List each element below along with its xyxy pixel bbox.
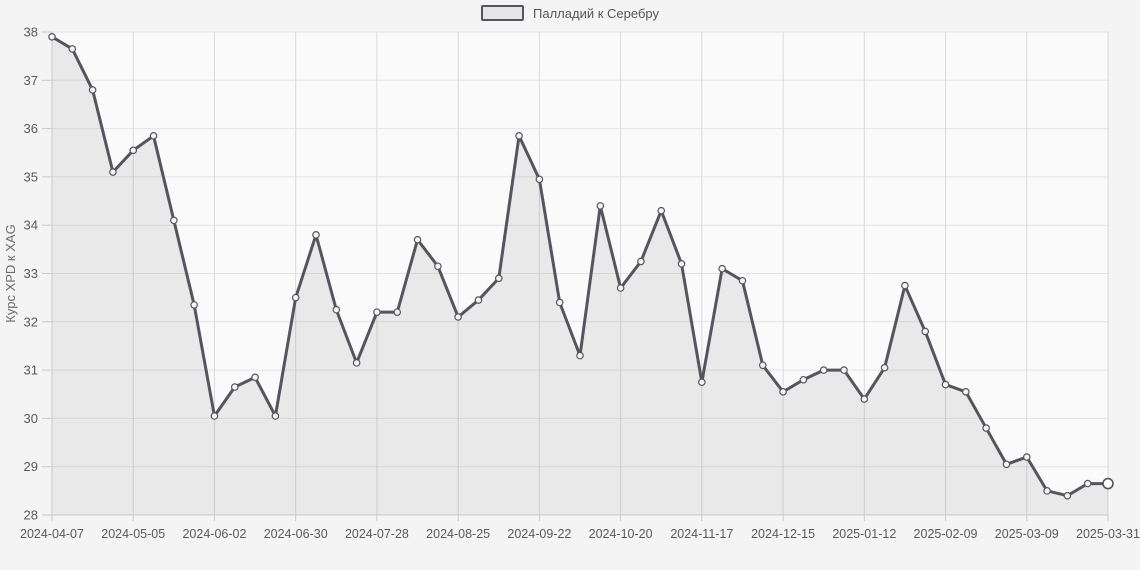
x-tick-label: 2025-03-09 (995, 527, 1059, 541)
data-point-marker[interactable] (535, 175, 544, 184)
data-point-marker[interactable] (941, 380, 950, 389)
data-point-marker[interactable] (738, 276, 747, 285)
data-point-marker[interactable] (819, 366, 828, 374)
data-point-marker[interactable] (251, 373, 259, 382)
data-point-marker[interactable] (637, 257, 645, 266)
data-point-marker[interactable] (1063, 491, 1072, 500)
y-tick-label: 30 (24, 411, 38, 426)
x-tick-label: 2024-07-28 (345, 527, 409, 541)
data-point-marker[interactable] (962, 388, 970, 396)
data-point-marker[interactable] (170, 216, 178, 225)
data-point-marker[interactable] (312, 231, 320, 239)
data-point-marker[interactable] (129, 146, 138, 155)
data-point-marker[interactable] (88, 86, 97, 94)
y-tick-label: 34 (24, 218, 38, 233)
x-tick-label: 2024-04-07 (20, 527, 84, 541)
x-tick-label: 2024-09-22 (507, 527, 571, 541)
data-point-marker[interactable] (779, 388, 787, 396)
data-point-marker[interactable] (413, 235, 422, 244)
y-tick-label: 28 (24, 508, 38, 523)
x-tick-label: 2024-10-20 (589, 527, 653, 541)
x-tick-label: 2024-05-05 (101, 527, 165, 541)
y-tick-label: 33 (24, 266, 38, 281)
legend-swatch-icon (481, 5, 525, 21)
data-point-marker[interactable] (616, 284, 625, 292)
x-tick-label: 2024-12-15 (751, 527, 815, 541)
data-point-marker[interactable] (393, 308, 402, 316)
data-point-marker[interactable] (698, 378, 706, 386)
data-point-marker[interactable] (1022, 453, 1031, 461)
data-point-marker[interactable] (332, 305, 341, 314)
legend: Палладий к Серебру (0, 5, 1140, 21)
x-tick-label: 2024-11-17 (670, 527, 733, 541)
data-point-marker[interactable] (1102, 477, 1114, 490)
data-point-marker[interactable] (840, 366, 848, 374)
data-point-marker[interactable] (555, 298, 564, 307)
y-tick-label: 36 (24, 121, 38, 136)
data-point-marker[interactable] (799, 375, 808, 384)
data-point-marker[interactable] (1083, 479, 1092, 488)
x-tick-label: 2025-01-12 (832, 527, 896, 541)
data-point-marker[interactable] (434, 262, 442, 271)
data-point-marker[interactable] (657, 206, 666, 215)
data-point-marker[interactable] (149, 132, 158, 140)
data-point-marker[interactable] (291, 293, 300, 302)
data-point-marker[interactable] (982, 424, 990, 432)
data-point-marker[interactable] (210, 412, 219, 420)
y-tick-label: 31 (24, 363, 38, 378)
legend-item[interactable]: Палладий к Серебру (481, 5, 659, 21)
x-tick-label: 2024-06-30 (264, 527, 328, 541)
y-tick-label: 37 (24, 73, 38, 88)
data-point-marker[interactable] (474, 296, 483, 304)
y-tick-label: 32 (24, 314, 38, 329)
x-tick-label: 2024-08-25 (426, 527, 490, 541)
data-point-marker[interactable] (68, 45, 77, 53)
y-tick-label: 38 (24, 25, 38, 40)
x-tick-label: 2024-06-02 (182, 527, 246, 541)
legend-label: Палладий к Серебру (533, 5, 659, 21)
data-point-marker[interactable] (860, 395, 869, 403)
data-point-marker[interactable] (1043, 487, 1051, 495)
y-tick-label: 29 (24, 459, 38, 474)
data-point-marker[interactable] (677, 260, 686, 268)
data-point-marker[interactable] (352, 359, 361, 367)
data-point-marker[interactable] (596, 202, 605, 210)
data-point-marker[interactable] (718, 264, 726, 273)
data-point-marker[interactable] (190, 301, 198, 309)
data-point-marker[interactable] (109, 168, 117, 176)
y-tick-label: 35 (24, 169, 38, 184)
data-point-marker[interactable] (880, 363, 889, 372)
data-point-marker[interactable] (576, 351, 584, 360)
data-point-marker[interactable] (758, 361, 767, 370)
data-point-marker[interactable] (515, 132, 523, 140)
data-point-marker[interactable] (230, 383, 239, 391)
y-axis-title: Курс XPD к XAG (3, 224, 18, 322)
data-point-marker[interactable] (921, 327, 930, 336)
data-point-marker[interactable] (901, 281, 909, 290)
data-point-marker[interactable] (454, 313, 462, 321)
data-point-marker[interactable] (271, 412, 280, 420)
data-point-marker[interactable] (48, 33, 56, 41)
data-point-marker[interactable] (373, 308, 381, 316)
x-tick-label: 2025-02-09 (914, 527, 978, 541)
data-point-marker[interactable] (1002, 460, 1011, 469)
data-point-marker[interactable] (494, 274, 503, 283)
series-area-fill (52, 36, 1108, 515)
x-tick-label: 2025-03-31 (1076, 527, 1140, 541)
